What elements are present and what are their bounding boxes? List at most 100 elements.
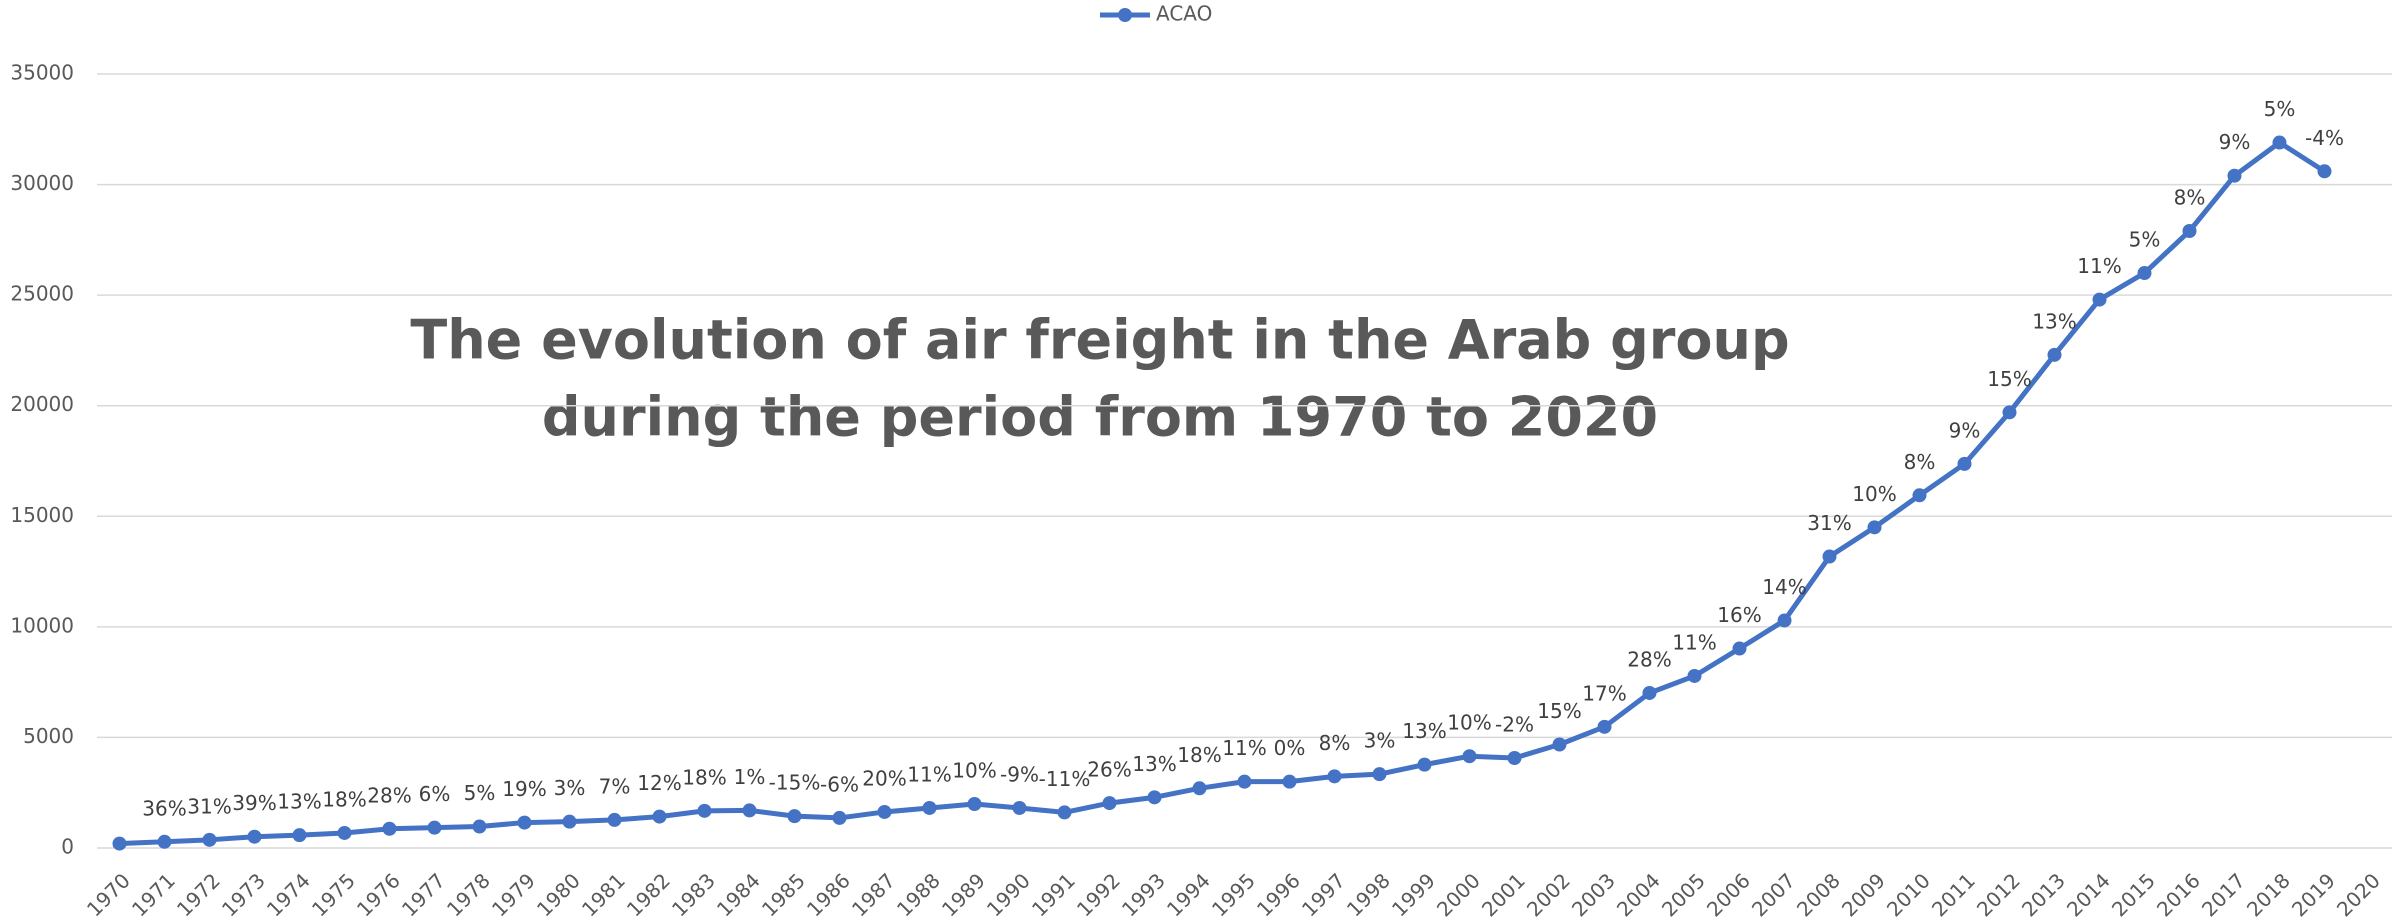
point-marker [2317, 164, 2332, 179]
data-label: -2% [1495, 712, 1534, 736]
x-tick-label: 1972 [172, 868, 225, 919]
x-tick-label: 1974 [262, 868, 315, 919]
point-marker [1822, 549, 1837, 564]
point-marker [562, 814, 577, 829]
chart-title: during the period from 1970 to 2020 [542, 386, 1658, 449]
x-tick-label: 1986 [802, 868, 855, 919]
data-label: 5% [2264, 97, 2296, 121]
point-marker [877, 804, 892, 819]
data-label: 11% [907, 762, 951, 786]
data-label: 9% [1949, 418, 1981, 442]
x-tick-label: 1992 [1072, 868, 1125, 919]
data-label: 11% [1672, 630, 1716, 654]
data-label: -15% [769, 771, 821, 795]
data-label: 39% [232, 791, 276, 815]
data-label: 18% [1177, 743, 1221, 767]
x-tick-label: 2017 [2197, 868, 2250, 919]
x-tick-label: 2008 [1792, 868, 1845, 919]
y-tick-label: 35000 [10, 61, 74, 85]
x-tick-label: 2004 [1612, 868, 1665, 919]
point-marker [1372, 767, 1387, 782]
y-tick-label: 0 [61, 835, 74, 859]
x-tick-label: 1988 [892, 868, 945, 919]
x-tick-label: 2020 [2332, 868, 2385, 919]
x-tick-label: 1994 [1162, 868, 1215, 919]
x-tick-label: 1989 [937, 868, 990, 919]
data-label: 3% [554, 776, 586, 800]
point-marker [2272, 135, 2287, 150]
data-label: 10% [1852, 482, 1896, 506]
x-tick-label: 2007 [1747, 868, 1800, 919]
point-marker [832, 810, 847, 825]
point-marker [607, 812, 622, 827]
data-label: 15% [1987, 367, 2031, 391]
x-tick-label: 1998 [1342, 868, 1395, 919]
point-marker [2002, 405, 2017, 420]
point-marker [652, 809, 667, 824]
data-label: 14% [1762, 575, 1806, 599]
point-marker [517, 815, 532, 830]
x-tick-label: 1990 [982, 868, 1035, 919]
data-label: 11% [2077, 254, 2121, 278]
data-label: 16% [1717, 603, 1761, 627]
x-tick-label: 1991 [1027, 868, 1080, 919]
point-marker [1597, 719, 1612, 734]
y-tick-label: 20000 [10, 392, 74, 416]
point-marker [247, 829, 262, 844]
point-marker [1147, 790, 1162, 805]
point-marker [382, 821, 397, 836]
data-label: 13% [1132, 752, 1176, 776]
point-marker [112, 836, 127, 851]
point-marker [1912, 488, 1927, 503]
point-marker [1867, 520, 1882, 535]
point-marker [1462, 749, 1477, 764]
x-tick-label: 1980 [532, 868, 585, 919]
data-label: 31% [1807, 511, 1851, 535]
x-tick-label: 2012 [1972, 868, 2025, 919]
x-tick-label: 1970 [82, 868, 135, 919]
y-tick-label: 10000 [10, 613, 74, 637]
data-label: -6% [820, 772, 859, 796]
point-marker [1552, 737, 1567, 752]
data-label: 6% [419, 782, 451, 806]
data-label: 18% [322, 787, 366, 811]
point-marker [787, 809, 802, 824]
point-marker [1282, 774, 1297, 789]
data-label: 8% [2174, 186, 2206, 210]
data-label: 8% [1904, 450, 1936, 474]
x-tick-label: 2001 [1477, 868, 1530, 919]
x-tick-label: 1982 [622, 868, 675, 919]
x-tick-label: 2014 [2062, 868, 2115, 919]
x-tick-label: 1984 [712, 868, 765, 919]
data-label: 28% [1627, 647, 1671, 671]
data-label: 5% [464, 781, 496, 805]
x-tick-label: 1999 [1387, 868, 1440, 919]
x-tick-label: 2006 [1702, 868, 1755, 919]
point-marker [472, 819, 487, 834]
point-marker [697, 803, 712, 818]
data-label: 10% [952, 758, 996, 782]
x-tick-label: 2013 [2017, 868, 2070, 919]
data-label: 13% [1402, 719, 1446, 743]
x-tick-label: 1981 [577, 868, 630, 919]
point-marker [1732, 641, 1747, 656]
data-label: 13% [2032, 309, 2076, 333]
data-label: 0% [1274, 736, 1306, 760]
x-tick-label: 2005 [1657, 868, 1710, 919]
x-tick-label: 1985 [757, 868, 810, 919]
x-tick-label: 1987 [847, 868, 900, 919]
x-tick-label: 1975 [307, 868, 360, 919]
point-marker [2137, 266, 2152, 281]
point-marker [2092, 292, 2107, 307]
x-tick-label: 2010 [1882, 868, 1935, 919]
point-marker [1237, 774, 1252, 789]
x-tick-label: 2016 [2152, 868, 2205, 919]
data-label: 8% [1319, 731, 1351, 755]
data-label: 36% [142, 796, 186, 820]
point-marker [2182, 224, 2197, 239]
x-tick-label: 1983 [667, 868, 720, 919]
data-label: 11% [1222, 736, 1266, 760]
legend-label: ACAO [1156, 2, 1212, 26]
x-tick-label: 1995 [1207, 868, 1260, 919]
